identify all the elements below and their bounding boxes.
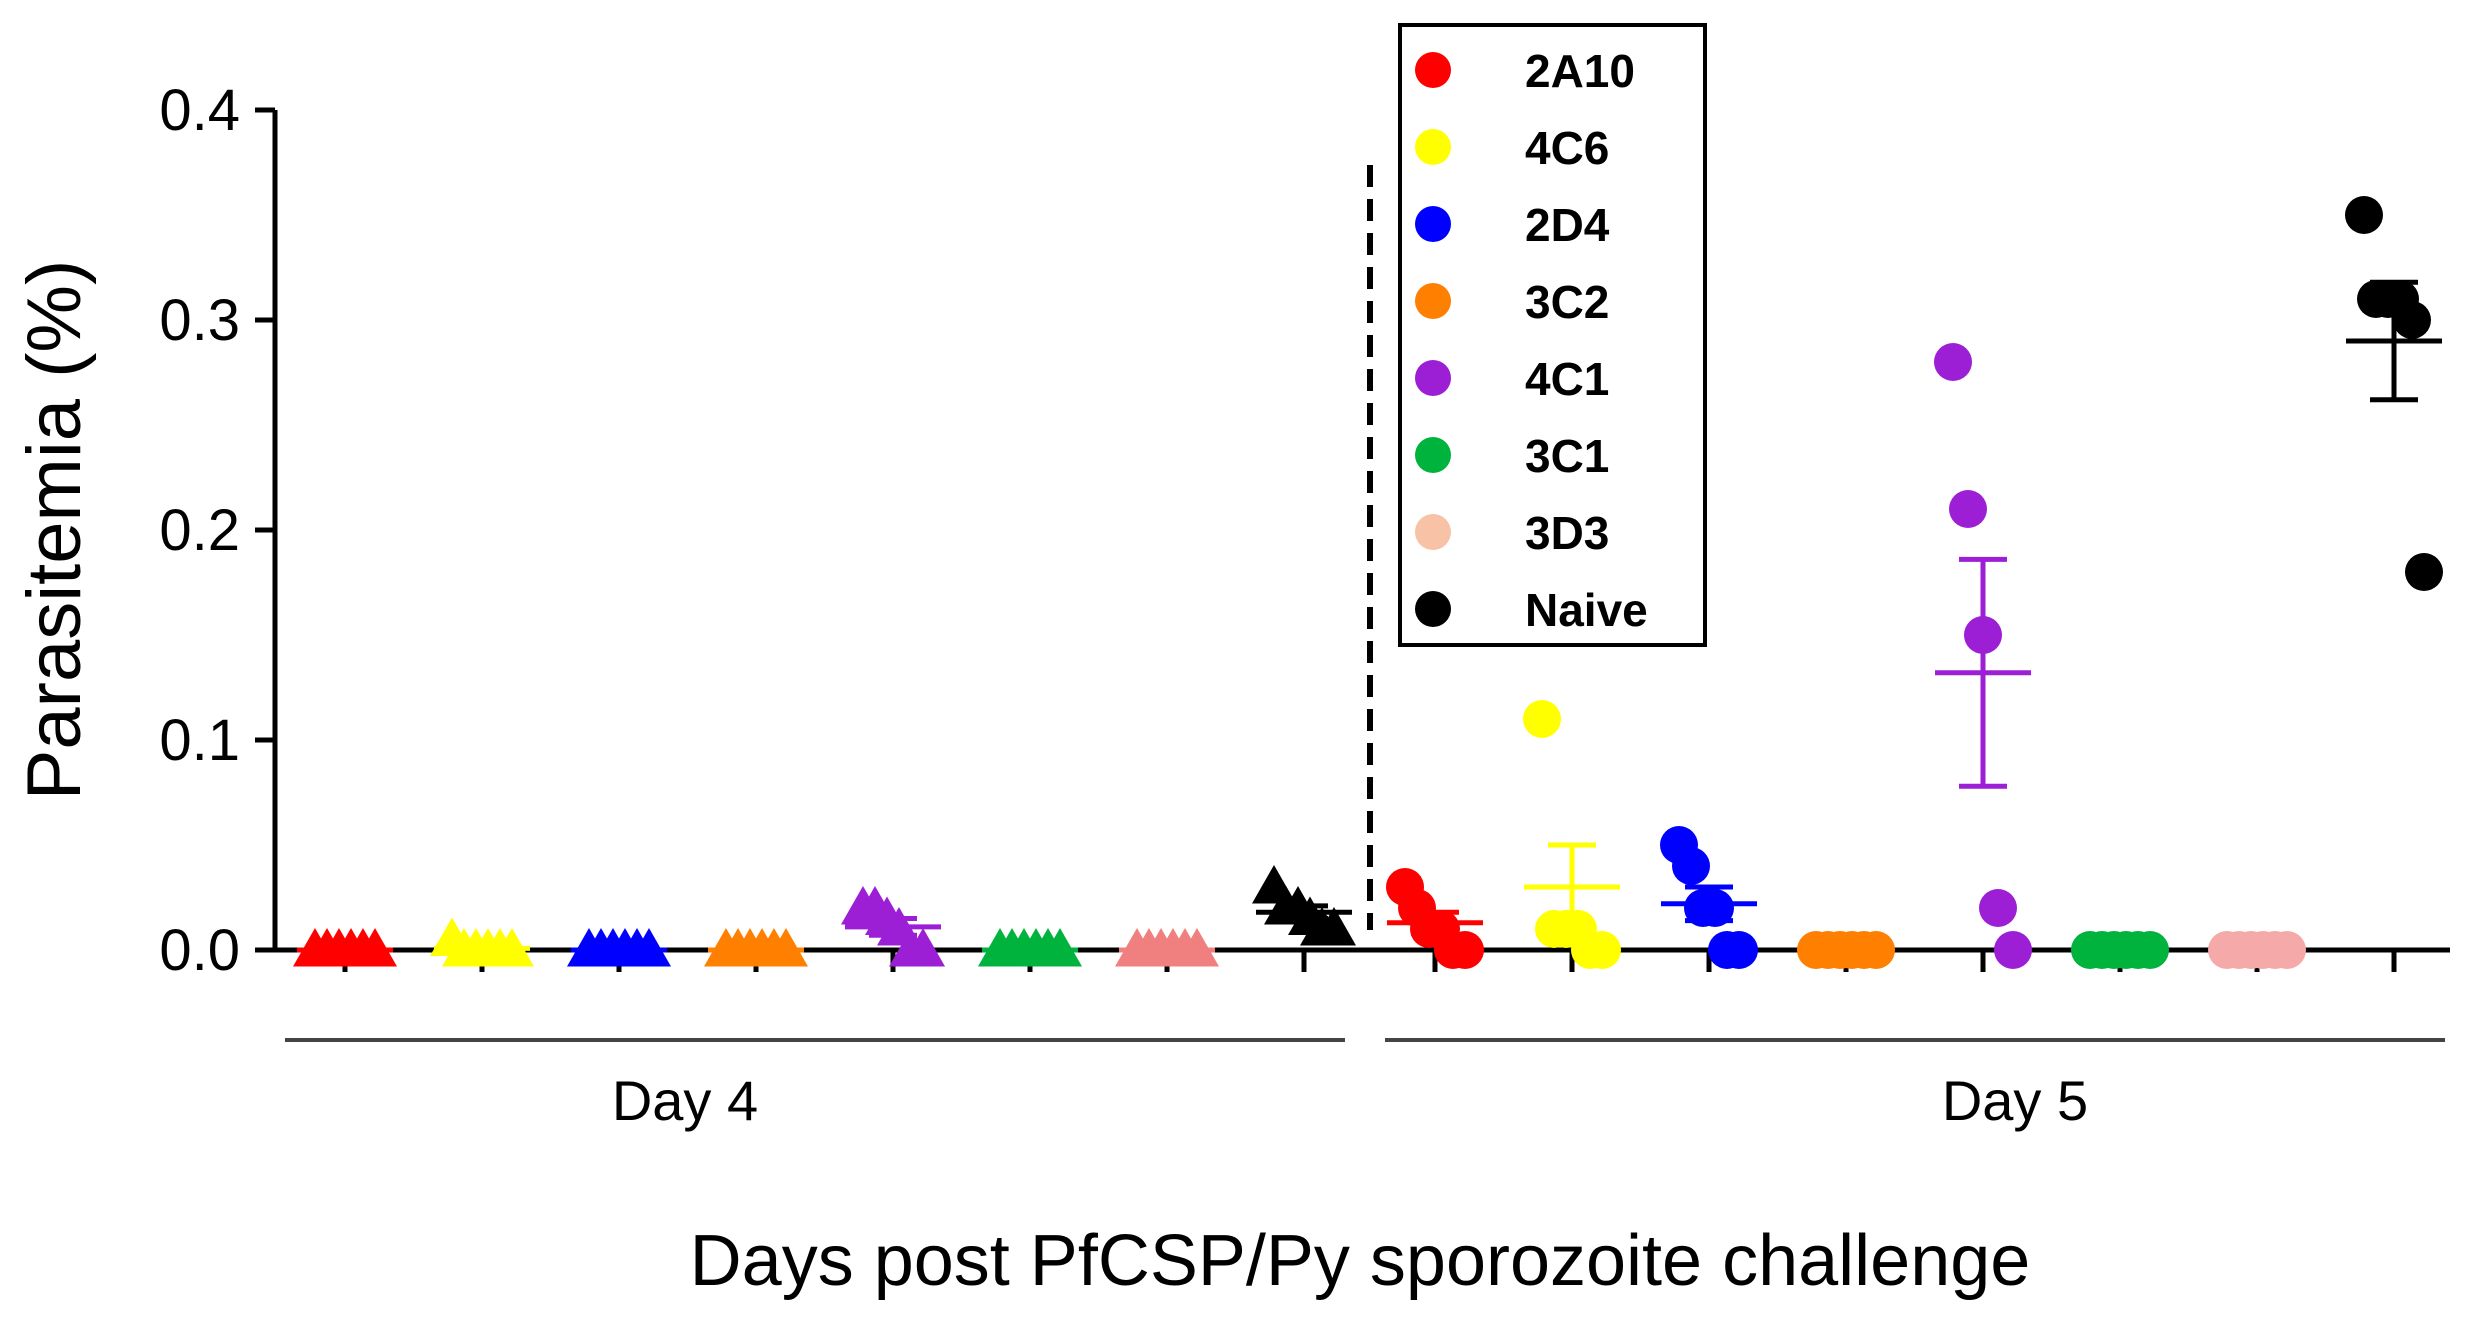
legend-marker xyxy=(1415,283,1451,319)
data-point-circle xyxy=(1696,889,1734,927)
data-point-circle xyxy=(2393,301,2431,339)
data-point-triangle xyxy=(764,928,808,967)
y-tick-label: 0.2 xyxy=(159,498,240,563)
axes: Parasitemia (%) Days post PfCSP/Py sporo… xyxy=(12,110,2450,1301)
data-point-circle xyxy=(2345,196,2383,234)
x-axis-title: Days post PfCSP/Py sporozoite challenge xyxy=(690,1221,2031,1301)
y-axis-title: Parasitemia (%) xyxy=(12,260,97,801)
data-point-circle xyxy=(1523,700,1561,738)
y-tick-label: 0.3 xyxy=(159,288,240,353)
day-groups: Day 4 Day 5 xyxy=(285,950,2445,1132)
legend-label: 3C2 xyxy=(1525,276,1609,328)
group-label: Day 4 xyxy=(612,1069,758,1132)
legend-label: 2A10 xyxy=(1525,45,1635,97)
legend-label: Naive xyxy=(1525,584,1648,636)
data-point-circle xyxy=(1672,847,1710,885)
legend-marker xyxy=(1415,437,1451,473)
legend-label: 4C1 xyxy=(1525,353,1609,405)
legend: 2A10 4C6 2D4 3C2 4C1 3C1 3D3 Naive xyxy=(1398,23,1707,647)
data-point-triangle xyxy=(1038,928,1082,967)
legend-marker xyxy=(1415,360,1451,396)
y-tick-label: 0.4 xyxy=(159,78,240,143)
legend-marker xyxy=(1415,514,1451,550)
data-point-circle xyxy=(1720,931,1758,969)
data-point-triangle xyxy=(353,928,397,967)
data-point-triangle xyxy=(1312,907,1356,946)
y-ticks: 0.0 0.1 0.2 0.3 0.4 xyxy=(159,78,275,983)
data-point-circle xyxy=(2405,553,2443,591)
data-point-circle xyxy=(1446,931,1484,969)
data-point-circle xyxy=(1979,889,2017,927)
legend-marker xyxy=(1415,591,1451,627)
legend-label: 2D4 xyxy=(1525,199,1610,251)
legend-box xyxy=(1398,23,1707,647)
group-label: Day 5 xyxy=(1942,1069,2088,1132)
data-point-circle xyxy=(1583,931,1621,969)
data-point-triangle xyxy=(901,928,945,967)
legend-label: 3C1 xyxy=(1525,430,1609,482)
legend-marker xyxy=(1415,129,1451,165)
y-tick-label: 0.0 xyxy=(159,918,240,983)
data-marks xyxy=(293,196,2443,969)
y-tick-label: 0.1 xyxy=(159,708,240,773)
legend-label: 4C6 xyxy=(1525,122,1609,174)
data-point-circle xyxy=(1994,931,2032,969)
legend-label: 3D3 xyxy=(1525,507,1609,559)
data-point-circle xyxy=(1949,490,1987,528)
data-point-circle xyxy=(1934,343,1972,381)
legend-marker xyxy=(1415,206,1451,242)
data-point-triangle xyxy=(627,928,671,967)
legend-marker xyxy=(1415,52,1451,88)
data-point-triangle xyxy=(1175,928,1219,967)
